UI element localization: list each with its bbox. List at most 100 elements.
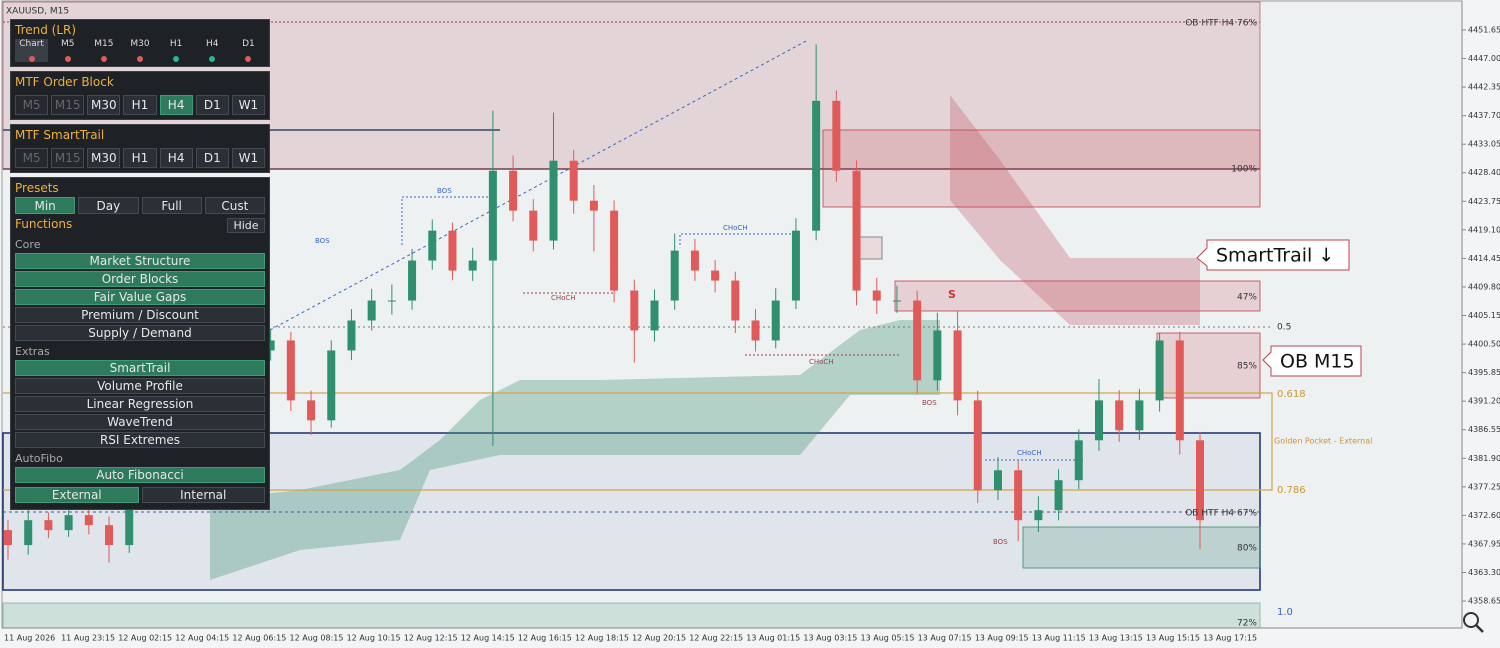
y-tick-label: 4363.30 xyxy=(1468,568,1500,577)
preset-button[interactable]: Full xyxy=(141,197,202,214)
section-title: Trend (LR) xyxy=(15,23,77,37)
timeframe[interactable]: M15 xyxy=(87,39,120,62)
tf-button[interactable]: H4 xyxy=(159,148,193,168)
fib-label: 0.786 xyxy=(1277,485,1306,496)
tf-button[interactable]: D1 xyxy=(195,148,229,168)
candle-body xyxy=(266,340,275,351)
timeframe[interactable]: D1 xyxy=(232,39,265,62)
candle-body xyxy=(690,250,699,271)
function-toggle[interactable]: Supply / Demand xyxy=(15,325,265,341)
tf-button[interactable]: H1 xyxy=(123,95,157,115)
function-toggle[interactable]: WaveTrend xyxy=(15,414,265,430)
zone-label: 85% xyxy=(1237,362,1257,372)
tf-button[interactable]: M30 xyxy=(87,95,121,115)
preset-button[interactable]: Day xyxy=(78,197,139,214)
timeframe-label[interactable]: M15 xyxy=(94,39,114,49)
trend-dot xyxy=(136,56,143,62)
candle-body xyxy=(1054,480,1063,511)
preset-row: Min Day Full Cust xyxy=(15,197,265,214)
timeframe[interactable]: M30 xyxy=(123,39,156,62)
marker-box xyxy=(859,236,883,260)
candle-body xyxy=(751,320,760,341)
function-toggle[interactable]: Fair Value Gaps xyxy=(15,289,265,305)
candle-body xyxy=(327,350,336,421)
y-tick-label: 4437.70 xyxy=(1468,111,1500,120)
functions-section: Presets Min Day Full Cust Functions Hide Core Ma… xyxy=(10,177,270,510)
tf-button[interactable]: M5 xyxy=(15,148,49,168)
candle-body xyxy=(408,260,417,301)
candle-body xyxy=(105,525,114,546)
preset-button[interactable]: Cust xyxy=(204,197,265,214)
zoom-icon[interactable] xyxy=(1475,624,1484,633)
fib-label: 1.0 xyxy=(1277,607,1293,618)
timeframe[interactable]: H1 xyxy=(160,39,193,62)
y-tick-label: 4391.20 xyxy=(1468,397,1500,406)
candle-body xyxy=(569,160,578,201)
function-toggle[interactable]: SmartTrail xyxy=(15,360,265,376)
tf-button[interactable]: M15 xyxy=(51,95,85,115)
candle-body xyxy=(347,320,356,351)
x-tick-label: 12 Aug 12:15 xyxy=(404,634,458,643)
y-tick-label: 4428.40 xyxy=(1468,168,1500,177)
ob-zone xyxy=(894,280,1261,312)
y-tick-label: 4451.65 xyxy=(1468,25,1500,34)
fib-line xyxy=(3,392,1273,491)
x-tick-label: 12 Aug 16:15 xyxy=(518,634,572,643)
candle-body xyxy=(872,290,881,301)
timeframe-label[interactable]: H1 xyxy=(169,39,183,49)
candle-body xyxy=(529,210,538,241)
function-toggle[interactable]: RSI Extremes xyxy=(15,432,265,448)
timeframe-label[interactable]: D1 xyxy=(242,39,255,49)
timeframe-label[interactable]: M5 xyxy=(60,39,75,49)
mode-button[interactable]: External xyxy=(15,487,139,503)
mode-button[interactable]: Internal xyxy=(141,487,265,503)
candle-body xyxy=(1014,470,1023,521)
timeframe[interactable]: H4 xyxy=(196,39,229,62)
x-tick-label: 13 Aug 11:15 xyxy=(1032,634,1086,643)
tf-button[interactable]: M15 xyxy=(51,148,85,168)
candle-body xyxy=(367,300,376,321)
tf-button[interactable]: M30 xyxy=(87,148,121,168)
function-toggle[interactable]: Market Structure xyxy=(15,253,265,269)
timeframe-label[interactable]: H4 xyxy=(206,39,219,49)
timeframe-label[interactable]: M30 xyxy=(130,39,150,49)
candle-body xyxy=(731,280,740,321)
hide-button[interactable]: Hide xyxy=(227,217,265,233)
tf-button[interactable]: W1 xyxy=(231,95,265,115)
y-tick-label: 4400.50 xyxy=(1468,340,1500,349)
candle-body xyxy=(1094,400,1103,441)
timeframe-label[interactable]: Chart xyxy=(19,39,44,49)
candle-body xyxy=(711,270,720,281)
function-toggle[interactable]: Order Blocks xyxy=(15,271,265,287)
candle-body xyxy=(64,515,73,531)
preset-button[interactable]: Min xyxy=(15,197,76,214)
tf-button[interactable]: H4 xyxy=(159,95,193,115)
candle-body xyxy=(125,500,134,546)
function-toggle[interactable]: Auto Fibonacci xyxy=(15,467,265,483)
tf-button[interactable]: D1 xyxy=(195,95,229,115)
trend-dot xyxy=(64,56,71,62)
choch-label: CHoCH xyxy=(551,294,576,302)
timeframe[interactable]: Chart xyxy=(15,39,49,62)
tf-button[interactable]: H1 xyxy=(123,148,157,168)
candle-body xyxy=(387,300,396,302)
candle-body xyxy=(488,170,497,261)
zone-label: 100% xyxy=(1231,165,1257,175)
smarttrail-section: MTF SmartTrail M5 M15 M30 H1 H4 D1 W1 xyxy=(10,124,270,173)
candle-body xyxy=(24,520,33,546)
function-toggle[interactable]: Volume Profile xyxy=(15,378,265,394)
zoom-icon[interactable] xyxy=(1463,612,1479,628)
tf-button[interactable]: M5 xyxy=(15,95,49,115)
candle-body xyxy=(589,200,598,211)
functions-header: Functions Hide xyxy=(15,216,265,234)
function-toggle[interactable]: Linear Regression xyxy=(15,396,265,412)
zone-label: OB HTF H4 67% xyxy=(1185,509,1257,519)
function-toggle[interactable]: Premium / Discount xyxy=(15,307,265,323)
bos-label: BOS xyxy=(315,237,330,245)
x-tick-label: 12 Aug 06:15 xyxy=(232,634,286,643)
bos-line xyxy=(401,196,490,245)
tf-button[interactable]: W1 xyxy=(231,148,265,168)
candle-body xyxy=(509,170,518,211)
x-tick-label: 11 Aug 2026 xyxy=(4,634,55,643)
timeframe[interactable]: M5 xyxy=(51,39,84,62)
